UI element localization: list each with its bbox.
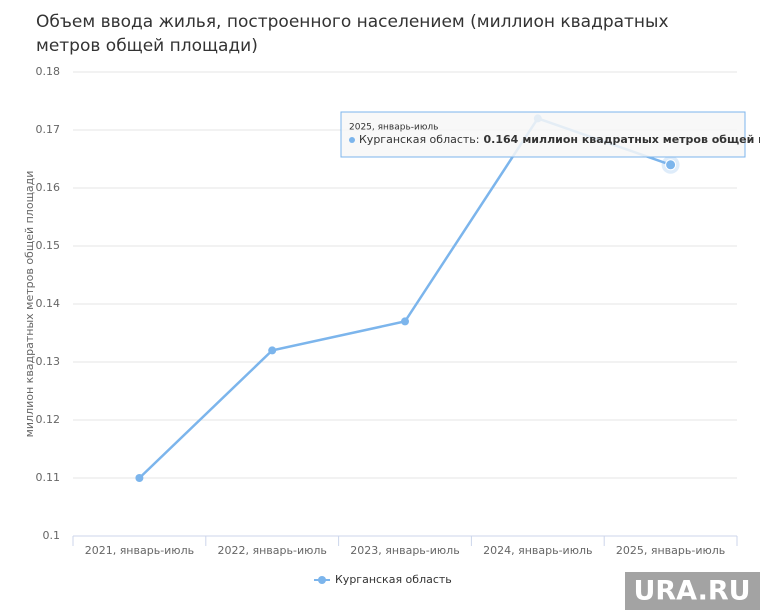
data-point bbox=[401, 317, 409, 326]
data-point bbox=[135, 474, 144, 482]
x-tick-label: 2022, январь-июль bbox=[218, 544, 327, 557]
tooltip-header: 2025, январь-июль bbox=[349, 123, 439, 133]
x-tick-label: 2023, январь-июль bbox=[350, 544, 459, 557]
legend-dot bbox=[318, 576, 326, 584]
x-tick-label: 2021, январь-июль bbox=[85, 544, 194, 557]
watermark: URA.RU bbox=[633, 576, 750, 607]
tooltip-sep: : bbox=[476, 133, 480, 146]
tooltip-series: Курганская область bbox=[359, 133, 476, 146]
x-tick-label: 2024, январь-июль bbox=[483, 544, 592, 557]
tooltip-unit: миллион квадратных метров общей площади bbox=[522, 133, 760, 146]
y-tick-label: 0.13 bbox=[36, 355, 61, 368]
y-tick-label: 0.17 bbox=[36, 123, 61, 136]
y-axis-title: миллион квадратных метров общей площади bbox=[23, 171, 36, 438]
legend: Курганская область bbox=[314, 573, 452, 586]
x-tick-label: 2025, январь-июль bbox=[616, 544, 725, 557]
y-tick-label: 0.14 bbox=[36, 297, 61, 310]
y-tick-label: 0.11 bbox=[36, 471, 61, 484]
y-tick-label: 0.15 bbox=[36, 239, 61, 252]
y-tick-label: 0.12 bbox=[36, 413, 61, 426]
tooltip-dot bbox=[349, 137, 355, 143]
tooltip-value: 0.164 bbox=[484, 133, 519, 146]
tooltip-box bbox=[340, 111, 746, 158]
tooltip-text: Курганская область: 0.164 миллион квадратн… bbox=[359, 133, 760, 146]
y-tick-label: 0.18 bbox=[36, 65, 61, 78]
watermark-box bbox=[625, 572, 760, 610]
legend-label: Курганская область bbox=[335, 573, 452, 586]
chart-title: Объем ввода жилья, построенного населени… bbox=[36, 12, 669, 56]
y-tick-label: 0.1 bbox=[43, 529, 61, 542]
data-point bbox=[665, 159, 677, 171]
y-tick-label: 0.16 bbox=[36, 181, 61, 194]
series-line bbox=[138, 116, 672, 479]
data-point bbox=[268, 346, 277, 355]
